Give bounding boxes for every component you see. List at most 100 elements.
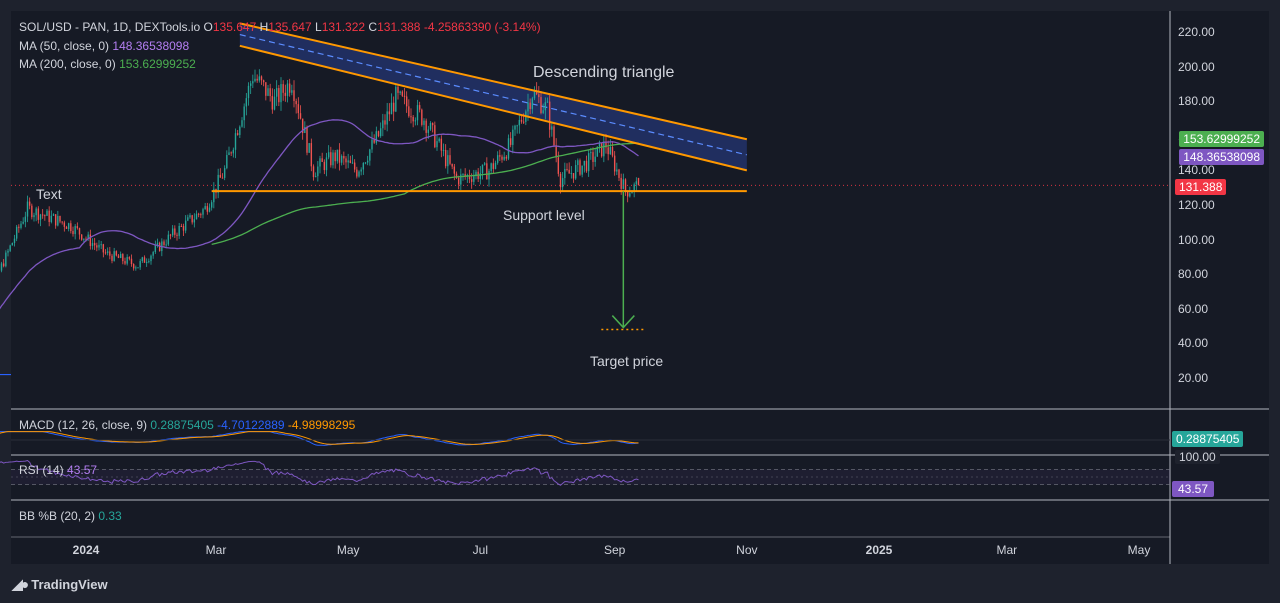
candles (0, 69, 640, 376)
candle-body (174, 228, 176, 235)
candle-body (626, 191, 629, 197)
candle-body (5, 252, 7, 267)
candle-body (431, 123, 434, 126)
candle-body (423, 120, 425, 125)
candle-body (234, 133, 237, 150)
rsi-scale-top: 100.00 (1175, 450, 1220, 464)
macd-label: MACD (12, 26, close, 9) (19, 418, 148, 432)
time-tick-label: Sep (603, 543, 626, 557)
candle-body (583, 160, 586, 166)
candle-body (436, 141, 438, 148)
candle-body (117, 255, 120, 258)
candle-body (241, 120, 243, 127)
candle-body (637, 177, 640, 186)
ma50-legend[interactable]: MA (50, close, 0) 148.36538098 (19, 39, 189, 53)
candle-body (7, 250, 9, 253)
candle-body (89, 234, 92, 247)
rsi-line (0, 459, 639, 486)
candle-body (596, 146, 599, 157)
candle-body (447, 155, 449, 167)
candle-body (187, 217, 189, 221)
text-annotation[interactable]: Text (36, 186, 62, 202)
candle-body (48, 210, 50, 222)
macd-value: 0.28875405 (150, 418, 214, 432)
time-tick-label: May (336, 543, 360, 557)
candle-body (384, 120, 386, 125)
target-label[interactable]: Target price (590, 353, 664, 369)
candle-body (295, 100, 297, 105)
candle-body (561, 178, 564, 188)
bb-legend[interactable]: BB %B (20, 2) 0.33 (19, 509, 122, 523)
candle-body (399, 91, 401, 93)
candle-body (301, 118, 304, 133)
macd-signal-value: -4.70122889 (217, 418, 285, 432)
time-tick-label: 2024 (72, 543, 100, 557)
candle-body (351, 162, 354, 164)
candle-body (52, 214, 55, 216)
macd-legend[interactable]: MACD (12, 26, close, 9) 0.28875405 -4.70… (19, 418, 355, 432)
tradingview-brand[interactable]: ◢● TradingView (12, 576, 108, 593)
candle-body (13, 238, 16, 243)
candle-body (254, 78, 256, 82)
symbol-label: SOL/USD - PAN, 1D, DEXTools.io (19, 20, 201, 34)
candle-body (109, 251, 111, 256)
candle-body (551, 126, 553, 130)
candle-body (600, 142, 603, 157)
rsi-value: 43.57 (67, 463, 98, 477)
candle-body (308, 143, 310, 153)
candle-body (349, 160, 352, 163)
candle-body (252, 81, 254, 84)
candle-body (9, 245, 11, 251)
candle-body (572, 173, 575, 179)
candle-body (182, 226, 185, 231)
brand-name: TradingView (31, 577, 108, 592)
time-tick-label: Nov (736, 543, 758, 557)
candle-body (531, 98, 534, 109)
candle-body (176, 234, 178, 236)
candle-body (278, 88, 280, 103)
candle-body (226, 155, 228, 169)
candle-body (180, 226, 183, 228)
price-tick-label: 20.00 (1178, 371, 1209, 385)
candle-body (475, 171, 477, 177)
candle-body (488, 170, 490, 180)
candle-body (325, 157, 328, 171)
candle-body (323, 161, 326, 171)
candle-body (364, 162, 367, 164)
support-label[interactable]: Support level (503, 207, 585, 223)
candle-body (24, 216, 27, 222)
candle-body (633, 184, 635, 192)
price-tick-label: 60.00 (1178, 301, 1209, 316)
candle-body (455, 173, 458, 178)
candle-body (46, 210, 48, 216)
ohlc-high: 135.647 (268, 20, 312, 34)
candle-body (444, 149, 447, 167)
candle-body (230, 152, 232, 154)
candle-body (104, 252, 107, 254)
candle-body (499, 155, 501, 157)
candle-body (39, 214, 42, 220)
ohlc-close-label: C (368, 20, 378, 34)
candle-body (267, 88, 269, 96)
candle-body (167, 234, 170, 245)
ma200-legend[interactable]: MA (200, close, 0) 153.62999252 (19, 57, 196, 71)
candle-body (304, 127, 306, 133)
rsi-legend[interactable]: RSI (14) 43.57 (19, 463, 97, 477)
candle-body (96, 245, 98, 248)
candle-body (44, 215, 46, 217)
candle-body (405, 96, 408, 107)
candle-body (210, 202, 213, 208)
pattern-title[interactable]: Descending triangle (533, 64, 675, 81)
candle-body (460, 174, 462, 185)
candle-body (395, 86, 397, 112)
ohlc-low-label: L (315, 20, 322, 34)
candle-body (115, 251, 118, 256)
macd-line (0, 431, 639, 446)
candle-body (603, 141, 605, 157)
candle-body (163, 241, 165, 245)
descending-channel (239, 23, 747, 171)
candle-body (93, 243, 96, 246)
candle-body (538, 94, 540, 98)
candle-body (178, 226, 180, 236)
